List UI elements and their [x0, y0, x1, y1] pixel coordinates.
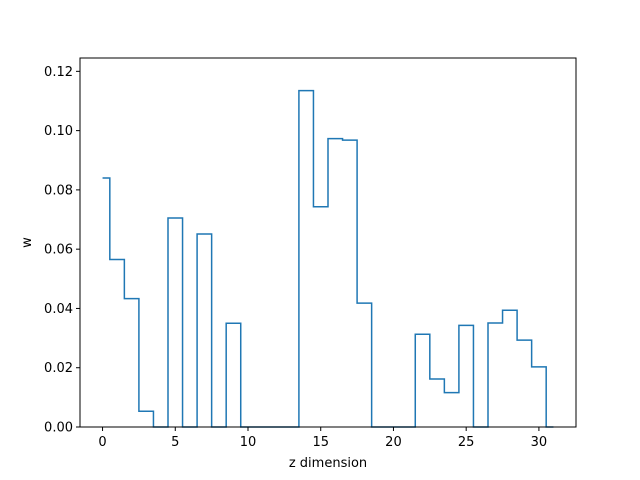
x-tick-label: 0 [98, 435, 106, 450]
y-tick-label: 0.08 [44, 183, 73, 198]
y-tick-label: 0.02 [44, 361, 73, 376]
x-axis: 0 5 10 15 20 25 30 [98, 427, 547, 450]
x-tick-label: 15 [312, 435, 329, 450]
y-axis-label: w [20, 237, 35, 248]
x-tick-label: 30 [531, 435, 548, 450]
x-axis-label: z dimension [289, 456, 367, 471]
y-tick-label: 0.04 [44, 302, 73, 317]
plot-frame [79, 57, 577, 428]
plot-area [102, 89, 554, 428]
y-tick-label: 0.00 [44, 421, 73, 436]
x-tick-label: 25 [458, 435, 475, 450]
y-tick-label: 0.06 [44, 243, 73, 258]
y-tick-label: 0.10 [44, 124, 73, 139]
y-tick-label: 0.12 [44, 65, 73, 80]
x-tick-label: 20 [385, 435, 402, 450]
x-tick-label: 5 [171, 435, 179, 450]
x-tick-label: 10 [240, 435, 257, 450]
y-axis: 0.00 0.02 0.04 0.06 0.08 0.10 0.12 [44, 65, 80, 436]
series-line-0 [102, 89, 554, 428]
